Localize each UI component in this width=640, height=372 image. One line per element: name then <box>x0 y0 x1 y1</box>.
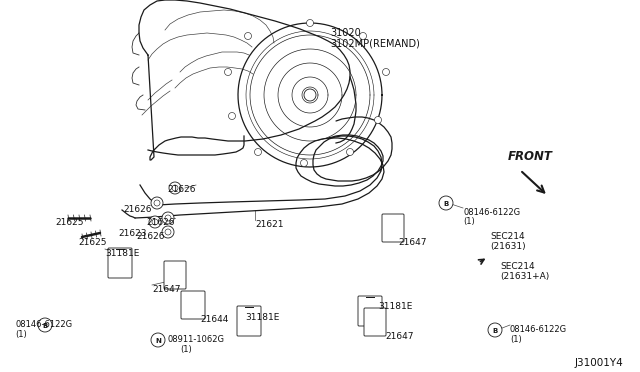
Circle shape <box>346 148 353 155</box>
Text: 31020: 31020 <box>330 28 361 38</box>
Text: FRONT: FRONT <box>508 150 553 163</box>
Text: 08146-6122G: 08146-6122G <box>510 325 567 334</box>
Text: B: B <box>492 328 498 334</box>
Text: 21647: 21647 <box>152 285 180 294</box>
Text: 31181E: 31181E <box>105 249 140 258</box>
Text: (1): (1) <box>15 330 27 339</box>
Text: 21647: 21647 <box>398 238 426 247</box>
FancyBboxPatch shape <box>108 248 132 278</box>
Text: (21631): (21631) <box>490 242 525 251</box>
Circle shape <box>225 68 232 76</box>
FancyBboxPatch shape <box>181 291 205 319</box>
Circle shape <box>360 32 367 39</box>
Circle shape <box>151 333 165 347</box>
Text: B: B <box>444 201 449 207</box>
Text: (1): (1) <box>463 217 475 226</box>
Text: 21626: 21626 <box>147 218 175 227</box>
Circle shape <box>307 19 314 26</box>
Circle shape <box>169 182 181 194</box>
Circle shape <box>374 116 381 124</box>
Text: 31181E: 31181E <box>245 313 280 322</box>
Text: 21625: 21625 <box>55 218 83 227</box>
Circle shape <box>439 196 453 210</box>
Circle shape <box>255 148 262 155</box>
Text: N: N <box>155 338 161 344</box>
Text: 21647: 21647 <box>385 332 413 341</box>
Text: 08146-6122G: 08146-6122G <box>463 208 520 217</box>
Circle shape <box>301 160 307 167</box>
Text: 21626: 21626 <box>124 205 152 214</box>
Text: J31001Y4: J31001Y4 <box>575 358 624 368</box>
Text: 31181E: 31181E <box>378 302 412 311</box>
Circle shape <box>244 32 252 39</box>
FancyBboxPatch shape <box>364 308 386 336</box>
FancyBboxPatch shape <box>164 261 186 289</box>
Text: (1): (1) <box>510 335 522 344</box>
Circle shape <box>162 212 174 224</box>
Text: 21623: 21623 <box>118 229 147 238</box>
Polygon shape <box>139 0 350 160</box>
Text: 3102MP(REMAND): 3102MP(REMAND) <box>330 38 420 48</box>
FancyBboxPatch shape <box>382 214 404 242</box>
Text: (1): (1) <box>180 345 192 354</box>
Text: B: B <box>42 323 47 329</box>
Circle shape <box>304 89 316 101</box>
Text: 21626: 21626 <box>168 185 196 194</box>
FancyBboxPatch shape <box>237 306 261 336</box>
Text: SEC214: SEC214 <box>490 232 525 241</box>
Circle shape <box>38 318 52 332</box>
Circle shape <box>383 68 390 76</box>
Text: SEC214: SEC214 <box>500 262 534 271</box>
Text: 08146-6122G: 08146-6122G <box>15 320 72 329</box>
Text: 08911-1062G: 08911-1062G <box>168 335 225 344</box>
Text: 21621: 21621 <box>255 220 284 229</box>
Text: 21626: 21626 <box>136 232 165 241</box>
Circle shape <box>488 323 502 337</box>
FancyBboxPatch shape <box>358 296 382 326</box>
Text: 21625: 21625 <box>78 238 106 247</box>
Text: (21631+A): (21631+A) <box>500 272 549 281</box>
Circle shape <box>151 197 163 209</box>
Circle shape <box>149 216 161 228</box>
Circle shape <box>162 226 174 238</box>
Text: 21644: 21644 <box>200 315 228 324</box>
Circle shape <box>228 112 236 119</box>
